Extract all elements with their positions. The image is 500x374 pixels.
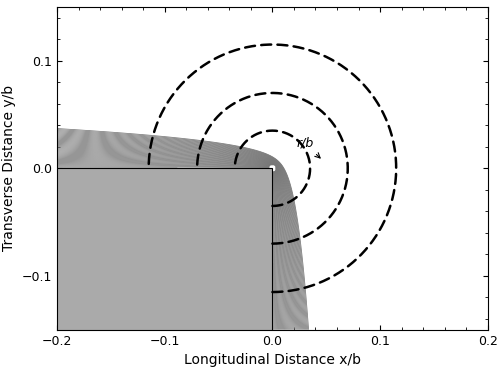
Y-axis label: Transverse Distance y/b: Transverse Distance y/b	[2, 85, 16, 251]
X-axis label: Longitudinal Distance x/b: Longitudinal Distance x/b	[184, 353, 361, 367]
Bar	[57, 168, 272, 330]
Text: r/b: r/b	[296, 137, 320, 158]
